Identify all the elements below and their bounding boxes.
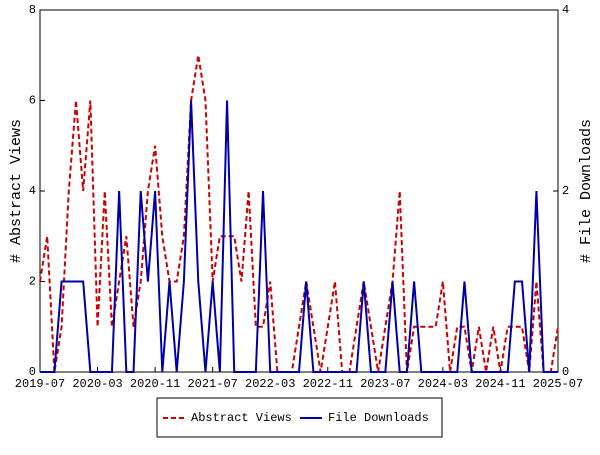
y-tick-label: 6 xyxy=(29,94,36,108)
series-line xyxy=(40,100,558,373)
y2-tick-label: 2 xyxy=(562,184,569,198)
x-tick-label: 2024-11 xyxy=(475,377,525,391)
y-tick-label: 2 xyxy=(29,275,36,289)
x-tick-label: 2024-03 xyxy=(418,377,468,391)
legend-label: Abstract Views xyxy=(191,411,292,425)
x-tick-label: 2025-07 xyxy=(533,377,583,391)
x-tick-label: 2022-11 xyxy=(303,377,353,391)
y2-axis-title: # File Downloads xyxy=(578,119,595,263)
x-tick-label: 2020-03 xyxy=(72,377,122,391)
plot-frame xyxy=(39,9,559,373)
y2-tick-label: 4 xyxy=(562,3,569,17)
legend-label: File Downloads xyxy=(328,411,429,425)
x-tick-label: 2021-07 xyxy=(187,377,237,391)
y-tick-label: 8 xyxy=(29,3,36,17)
y-axis-title: # Abstract Views xyxy=(8,119,25,263)
y-tick-label: 0 xyxy=(29,365,36,379)
legend-box xyxy=(156,397,443,438)
x-tick-label: 2020-11 xyxy=(130,377,180,391)
x-tick-label: 2023-07 xyxy=(360,377,410,391)
x-tick-label: 2019-07 xyxy=(15,377,65,391)
y-tick-label: 4 xyxy=(29,184,36,198)
x-tick-label: 2022-03 xyxy=(245,377,295,391)
y2-tick-label: 0 xyxy=(562,365,569,379)
